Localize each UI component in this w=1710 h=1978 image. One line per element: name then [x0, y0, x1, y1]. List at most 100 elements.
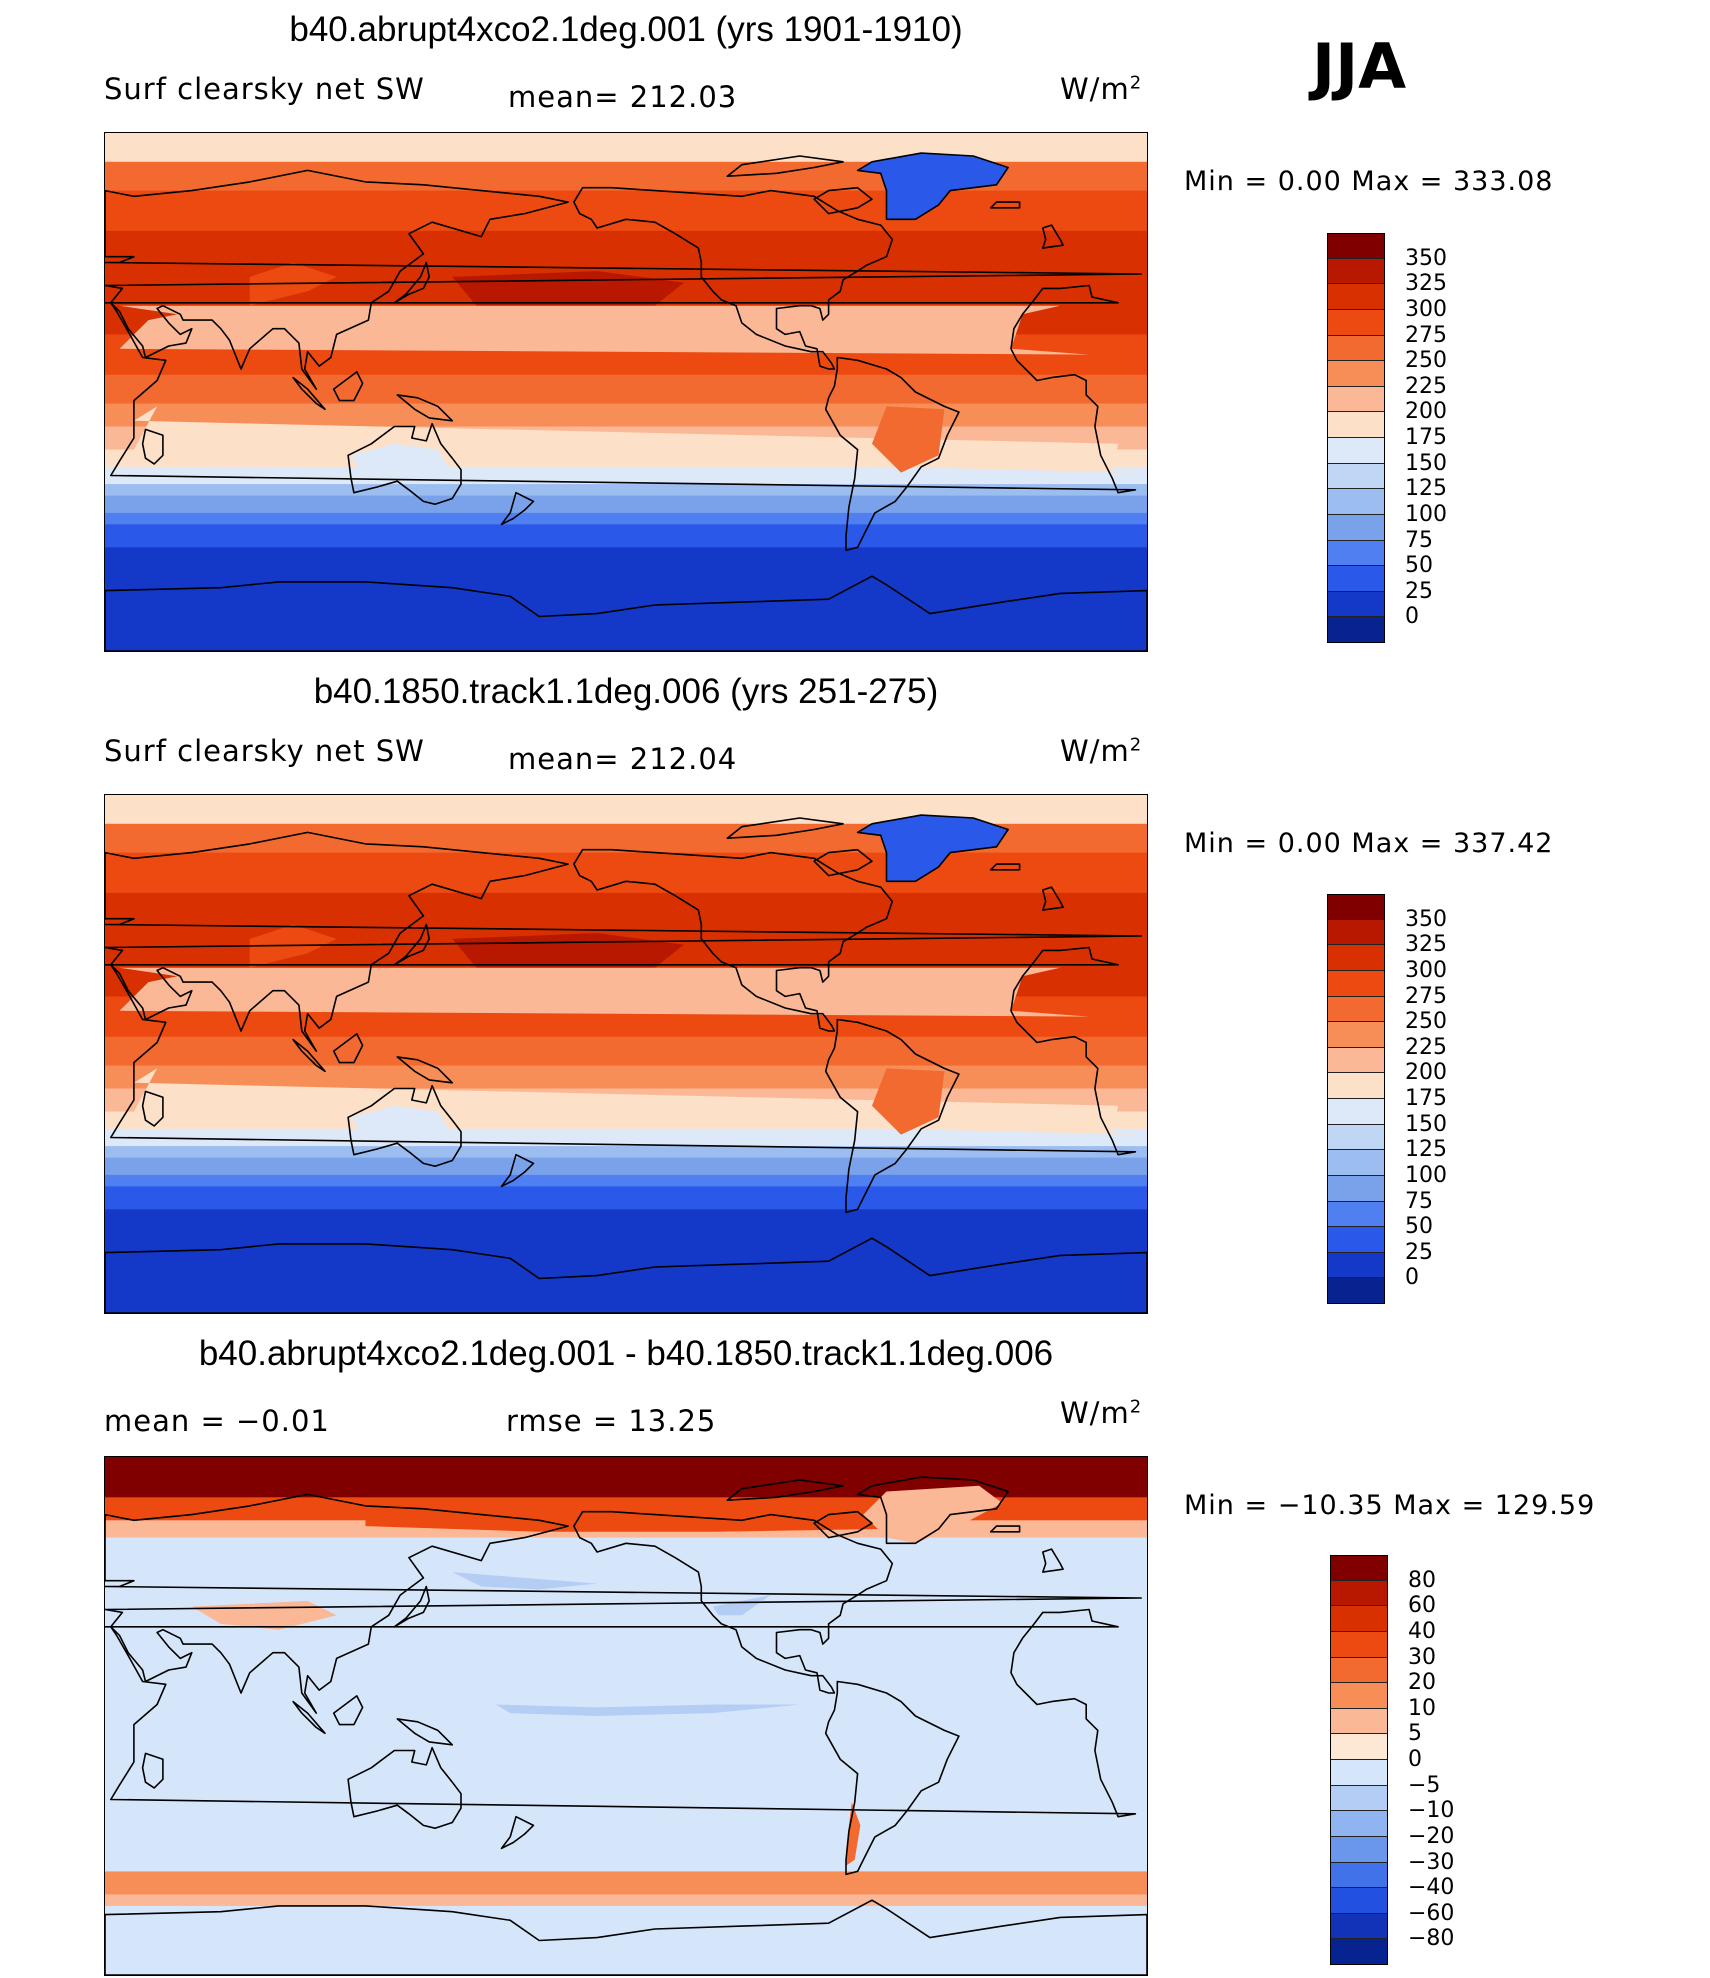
panel-1-map [104, 132, 1148, 652]
field-band [105, 1773, 1147, 1780]
field-band [105, 1739, 1147, 1746]
field-band [105, 1951, 1147, 1959]
coastline-africa [105, 284, 1137, 494]
colorbar-swatch [1327, 591, 1385, 618]
field-band [105, 1957, 1147, 1965]
field-band [105, 1675, 1147, 1683]
colorbar-frame [1327, 894, 1385, 1304]
field-band [105, 1733, 1147, 1740]
field-band [105, 489, 1147, 497]
colorbar-swatch [1330, 1606, 1388, 1632]
field-band [105, 1503, 1147, 1510]
field-band [105, 478, 1147, 485]
colorbar-tick-label: 100 [1405, 1162, 1447, 1188]
field-band [105, 1963, 1147, 1970]
field-band [105, 915, 1147, 923]
colorbar-tick-label: 20 [1408, 1670, 1436, 1696]
field-band [105, 1664, 1147, 1671]
coastline-madagascar [141, 1090, 164, 1127]
colorbar-swatch [1327, 335, 1385, 362]
colorbar-swatch [1330, 1734, 1388, 1760]
field-band [105, 1894, 1147, 1901]
colorbar-swatch [1327, 1124, 1385, 1151]
field-band [105, 1278, 1147, 1285]
field-band [105, 1134, 1147, 1141]
coastline-borneo [332, 371, 364, 402]
field-band [105, 213, 1147, 220]
field-band [105, 1946, 1147, 1953]
field-band [105, 1911, 1147, 1919]
field-band [105, 161, 1147, 169]
panel-2-variable-label: Surf clearsky net SW [104, 734, 425, 768]
field-band [105, 1543, 1147, 1550]
field-band [105, 133, 1147, 140]
field-band [105, 1641, 1147, 1648]
field-band [105, 633, 1147, 641]
field-band [105, 1923, 1147, 1930]
colorbar-tick-label: 225 [1405, 1034, 1447, 1060]
field-band [105, 1474, 1147, 1481]
colorbar-tick-label: −40 [1408, 1875, 1455, 1901]
field-band [105, 1900, 1147, 1907]
field-band [105, 1687, 1147, 1694]
field-region [452, 1572, 598, 1590]
field-band [105, 829, 1147, 836]
colorbar-swatch [1327, 894, 1385, 920]
field-band [105, 610, 1147, 618]
field-band [105, 1595, 1147, 1602]
field-band [105, 1531, 1147, 1539]
field-band [105, 420, 1147, 428]
coastline-antarctica [105, 1237, 1147, 1313]
coastline-ngunea [396, 394, 454, 422]
colorbar-tick-label: 200 [1405, 1060, 1447, 1086]
colorbar-swatch [1327, 386, 1385, 413]
field-band [105, 892, 1147, 900]
field-band [105, 230, 1147, 238]
colorbar-tick-label: 125 [1405, 476, 1447, 502]
field-region [872, 1068, 945, 1135]
field-band [105, 380, 1147, 387]
field-band [105, 144, 1147, 151]
coastline-ngunea [396, 1056, 454, 1084]
field-band [105, 363, 1147, 370]
field-band [105, 622, 1147, 629]
field-band [105, 1854, 1147, 1861]
coastline-sumatra [292, 376, 326, 411]
field-band [105, 1261, 1147, 1268]
field-band [105, 1577, 1147, 1585]
panel-2-map [104, 794, 1148, 1314]
field-band [105, 1048, 1147, 1055]
field-band [105, 1480, 1147, 1487]
coastline-sumatra [292, 1038, 326, 1073]
field-band [105, 1226, 1147, 1234]
field-band [105, 541, 1147, 548]
field-band [105, 1767, 1147, 1775]
field-band [105, 933, 1147, 940]
coastline-nz [500, 491, 535, 526]
colorbar-swatch [1327, 514, 1385, 541]
field-band [105, 1295, 1147, 1303]
field-band [105, 202, 1147, 209]
field-band [105, 1669, 1147, 1677]
field-band [105, 1082, 1147, 1090]
coastline-sumatra [292, 1700, 326, 1735]
colorbar-swatch [1330, 1862, 1388, 1889]
colorbar-tick-label: 80 [1408, 1567, 1436, 1593]
field-band [105, 858, 1147, 865]
coastline-antarctica [105, 575, 1147, 651]
colorbar-swatch [1330, 1683, 1388, 1709]
field-band [105, 1071, 1147, 1078]
colorbar-swatch [1327, 1201, 1385, 1228]
colorbar-tick-label: 275 [1405, 983, 1447, 1009]
field-band [105, 1537, 1147, 1544]
field-band [105, 1612, 1147, 1619]
field-band [105, 1065, 1147, 1072]
coastline-eurasia [105, 1493, 1142, 1714]
field-band [105, 501, 1147, 508]
coastline-nz [500, 1153, 535, 1188]
coastline-samerica [824, 1018, 960, 1214]
field-band [105, 581, 1147, 589]
field-band [105, 512, 1147, 520]
field-band [105, 374, 1147, 382]
field-band [105, 386, 1147, 393]
